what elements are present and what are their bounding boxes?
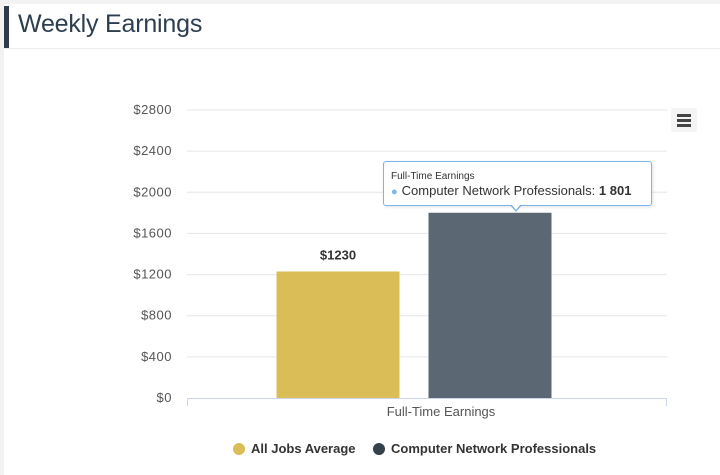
bar: [428, 212, 552, 398]
y-tick-label: $800: [141, 308, 172, 323]
legend-label: Computer Network Professionals: [391, 441, 597, 456]
y-tick-label: $2400: [133, 143, 172, 158]
tooltip-value: 1 801: [598, 183, 632, 198]
y-tick-label: $2800: [133, 102, 172, 117]
legend-marker-icon: [373, 443, 385, 455]
bars: [276, 212, 552, 398]
page-title: Weekly Earnings: [18, 10, 203, 38]
grid-lines: [187, 109, 667, 358]
tooltip-header: Full-Time Earnings: [391, 171, 475, 182]
tooltip-series-name: Computer Network Professionals:: [401, 183, 596, 198]
data-labels: $1230: [320, 247, 356, 262]
header-accent-bar: [4, 6, 9, 48]
tooltip-dot-icon: ●: [391, 186, 398, 198]
y-tick-label: $0: [157, 390, 172, 405]
bar: [276, 271, 400, 398]
chart-tooltip: Full-Time Earnings ● Computer Network Pro…: [383, 161, 652, 206]
chart-legend: All Jobs Average Computer Network Profes…: [0, 440, 720, 460]
y-tick-label: $1600: [133, 225, 172, 240]
y-axis-labels: $0 $400 $800 $1200 $1600 $2000 $2400 $2800: [133, 102, 172, 405]
tooltip-line: ● Computer Network Professionals: 1 801: [391, 183, 631, 198]
legend-label: All Jobs Average: [251, 441, 356, 456]
card-header: Weekly Earnings: [4, 4, 720, 49]
legend-marker-icon: [233, 443, 245, 455]
tooltip-arrow-inner: [511, 204, 521, 210]
y-tick-label: $1200: [133, 267, 172, 282]
y-tick-label: $400: [141, 349, 172, 364]
x-axis: Full-Time Earnings: [187, 398, 667, 419]
y-tick-label: $2000: [133, 184, 172, 199]
hamburger-menu-icon: [677, 124, 691, 127]
x-tick-label: Full-Time Earnings: [387, 404, 496, 419]
hamburger-menu-icon: [677, 114, 691, 117]
data-label: $1230: [320, 247, 356, 262]
hamburger-menu-icon: [677, 119, 691, 122]
chart-menu-button[interactable]: [671, 108, 697, 132]
